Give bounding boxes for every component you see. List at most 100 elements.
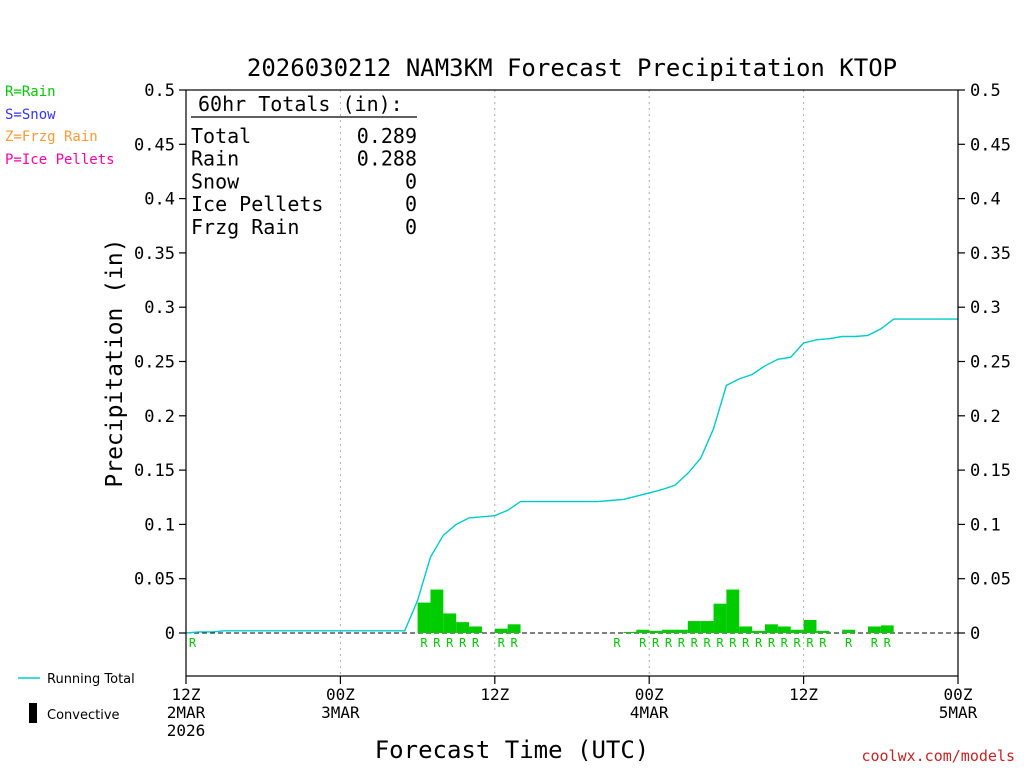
x-tick-label: 12Z [480, 685, 509, 704]
y-ticks-right: 0 0.05 0.1 0.15 0.2 0.25 0.3 0.35 0.4 0.45 0.5 [958, 81, 1011, 644]
precip-bar [636, 629, 650, 633]
legend-freezing-rain: Z=Frzg Rain [5, 129, 98, 145]
precip-bar [662, 629, 675, 633]
y-tick-label-right: 0.5 [970, 81, 1001, 101]
rain-marker: R [433, 636, 441, 650]
precip-bar [842, 629, 856, 633]
totals-heading: 60hr Totals (in): [198, 92, 403, 116]
credit-text: coolwx.com/models [861, 747, 1015, 765]
precip-bar [816, 630, 830, 633]
running-total-legend-label: Running Total [47, 672, 135, 687]
plot-frame [185, 89, 959, 677]
rain-marker: R [884, 636, 892, 650]
x-tick-label: 4MAR [630, 703, 669, 722]
totals-row-label: Rain [191, 147, 239, 171]
rain-marker: R [768, 636, 776, 650]
y-tick-label-right: 0.35 [970, 244, 1011, 264]
rain-marker: R [781, 636, 789, 650]
precip-type-legend: R=Rain S=Snow Z=Frzg Rain P=Ice Pellets [5, 84, 115, 168]
y-tick-label-right: 0.45 [970, 135, 1011, 155]
y-tick-label-right: 0.15 [970, 461, 1011, 481]
y-ticks-left: 0 0.05 0.1 0.15 0.2 0.25 0.3 0.35 0.4 0.45 0.5 [134, 81, 186, 644]
y-tick-label-right: 0.4 [970, 190, 1001, 210]
totals-row-value: 0 [405, 169, 417, 193]
precip-bar [803, 619, 817, 633]
y-axis-label: Precipitation (in) [102, 238, 128, 487]
totals-row-value: 0.289 [357, 124, 417, 148]
y-tick-label-left: 0.2 [144, 407, 175, 427]
precip-bar [752, 630, 765, 633]
chart-title: 2026030212 NAM3KM Forecast Precipitation… [247, 54, 897, 82]
rain-marker: R [871, 636, 879, 650]
y-tick-label-right: 0.2 [970, 407, 1001, 427]
vertical-gridlines [339, 90, 805, 676]
legend-rain: R=Rain [5, 84, 56, 100]
rain-marker: R [498, 636, 506, 650]
rain-marker: R [510, 636, 518, 650]
y-tick-label-right: 0.1 [970, 515, 1001, 535]
convective-legend-swatch [29, 703, 37, 723]
rain-marker: R [729, 636, 737, 650]
x-axis-label: Forecast Time (UTC) [375, 736, 650, 764]
precip-bar [726, 589, 740, 633]
x-tick-label: 3MAR [321, 703, 360, 722]
precip-bar [507, 624, 521, 633]
rain-marker: R [613, 636, 621, 650]
totals-rows: Total 0.289 Rain 0.288 Snow 0 Ice Pellets 0 Frzg… [191, 124, 417, 239]
precip-bar [790, 629, 804, 633]
rain-marker: R [420, 636, 428, 650]
rain-marker: R [845, 636, 853, 650]
hourly-precip-bars [417, 589, 894, 633]
precip-bar [674, 629, 688, 633]
precip-bar [765, 624, 778, 633]
convective-legend-label: Convective [47, 708, 120, 723]
rain-marker: R [703, 636, 711, 650]
y-tick-label-left: 0.35 [134, 244, 175, 264]
y-tick-label-left: 0.5 [144, 81, 175, 101]
precip-bar [456, 622, 470, 633]
rain-marker: R [665, 636, 673, 650]
rain-marker: R [755, 636, 763, 650]
rain-marker: R [652, 636, 660, 650]
rain-marker: R [472, 636, 480, 650]
precip-bar [867, 626, 881, 633]
precip-bar [469, 626, 482, 633]
rain-marker: R [716, 636, 724, 650]
x-tick-label: 5MAR [939, 703, 978, 722]
precip-bar [713, 603, 727, 633]
rain-marker: R [742, 636, 750, 650]
precip-bar [777, 626, 791, 633]
x-tick-label: 2026 [167, 721, 206, 740]
x-tick-label: 12Z [172, 685, 201, 704]
precip-bar [880, 625, 894, 633]
totals-row-value: 0 [405, 192, 417, 216]
totals-row-value: 0.288 [357, 147, 417, 171]
precip-bar [494, 628, 508, 633]
y-tick-label-left: 0.15 [134, 461, 175, 481]
totals-row-label: Total [191, 124, 251, 148]
x-tick-label: 12Z [789, 685, 818, 704]
y-tick-label-left: 0.45 [134, 135, 175, 155]
rain-marker: R [459, 636, 467, 650]
rain-marker: R [691, 636, 699, 650]
legend-snow: S=Snow [5, 107, 56, 123]
y-tick-label-right: 0.05 [970, 570, 1011, 590]
rain-marker: R [819, 636, 827, 650]
x-tick-label: 00Z [944, 685, 973, 704]
x-tick-label: 00Z [635, 685, 664, 704]
y-tick-label-left: 0.4 [144, 190, 175, 210]
rain-marker: R [806, 636, 814, 650]
y-tick-label-left: 0.25 [134, 353, 175, 373]
precip-bar [700, 621, 714, 633]
precip-bar [687, 621, 701, 633]
precip-bar [417, 602, 431, 633]
y-tick-label-left: 0.3 [144, 298, 175, 318]
precip-bar [443, 613, 457, 633]
legend-ice-pellets: P=Ice Pellets [5, 152, 115, 168]
rain-marker: R [189, 636, 197, 650]
precip-bar [739, 626, 753, 633]
y-tick-label-left: 0.1 [144, 515, 175, 535]
totals-box: 60hr Totals (in): Total 0.289 Rain 0.288 Sno… [191, 92, 417, 239]
